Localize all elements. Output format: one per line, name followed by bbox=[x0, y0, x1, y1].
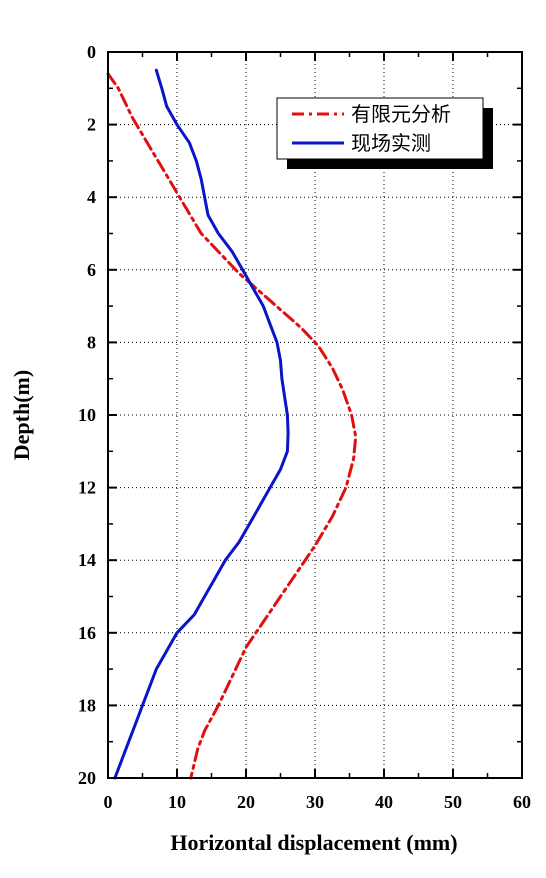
x-tick-label: 60 bbox=[513, 792, 531, 812]
legend: 有限元分析 现场实测 bbox=[276, 97, 493, 169]
y-tick-label: 2 bbox=[87, 115, 96, 135]
plot-frame bbox=[107, 51, 523, 779]
y-tick-label: 8 bbox=[87, 332, 96, 352]
y-tick-label: 4 bbox=[87, 187, 96, 207]
y-tick-label: 0 bbox=[87, 42, 96, 62]
y-tick-label: 14 bbox=[78, 550, 96, 570]
y-tick-label: 18 bbox=[78, 695, 96, 715]
x-tick-label: 20 bbox=[237, 792, 255, 812]
legend-box bbox=[276, 97, 484, 160]
series-line-measured bbox=[113, 68, 290, 780]
y-tick-label: 6 bbox=[87, 260, 96, 280]
x-tick-label: 30 bbox=[306, 792, 324, 812]
x-axis-title: Horizontal displacement (mm) bbox=[170, 830, 457, 855]
series-line-fem bbox=[106, 72, 358, 780]
y-tick-label: 20 bbox=[78, 768, 96, 788]
series-layer bbox=[106, 68, 358, 780]
legend-label-fem: 有限元分析 bbox=[351, 102, 451, 126]
legend-label-measured: 现场实测 bbox=[351, 131, 431, 155]
x-tick-label: 0 bbox=[104, 792, 113, 812]
x-tick-label: 50 bbox=[444, 792, 462, 812]
x-tick-label: 10 bbox=[168, 792, 186, 812]
y-tick-label: 16 bbox=[78, 623, 96, 643]
x-tick-label: 40 bbox=[375, 792, 393, 812]
y-tick-label: 10 bbox=[78, 405, 96, 425]
y-axis-title: Depth(m) bbox=[9, 370, 34, 460]
y-tick-label: 12 bbox=[78, 478, 96, 498]
grid-lines bbox=[108, 52, 522, 778]
tick-labels: 0 10 20 30 40 50 60 0 2 4 6 8 10 12 14 16 18 20 bbox=[78, 42, 531, 812]
